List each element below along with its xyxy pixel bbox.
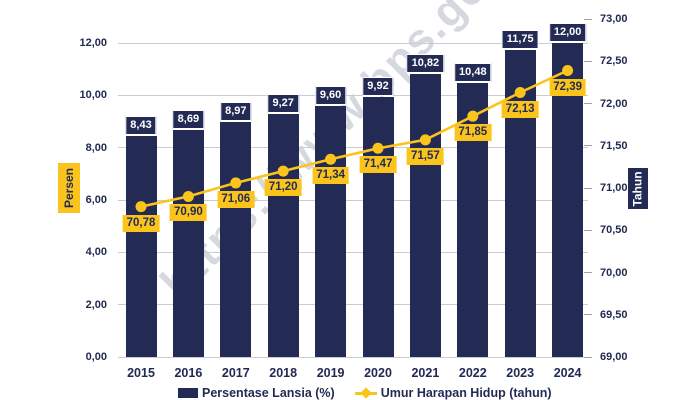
- right-axis-tick: [584, 229, 592, 231]
- gridline: [118, 42, 588, 44]
- line-value-label: 71,34: [312, 167, 349, 185]
- right-axis-tick: [584, 187, 592, 189]
- gridline: [118, 304, 588, 306]
- bar-value-label: 8,69: [172, 109, 205, 129]
- line-value-label: 71,85: [454, 124, 492, 142]
- bar-value-label: 10,48: [454, 62, 492, 82]
- left-axis-tick-label: 12,00: [79, 37, 107, 49]
- legend-item-line-series: Umur Harapan Hidup (tahun): [354, 386, 552, 400]
- line-value-label: 70,78: [122, 214, 160, 232]
- legend-label-line-series: Umur Harapan Hidup (tahun): [380, 386, 552, 400]
- line-value-label: 72,39: [549, 78, 586, 96]
- bar: [504, 49, 536, 357]
- right-axis-tick-label: 70,00: [600, 266, 628, 279]
- right-axis-tick-label: 73,00: [600, 13, 628, 25]
- bar: [315, 105, 347, 357]
- right-axis-tick: [584, 314, 592, 316]
- x-axis-year-label: 2023: [506, 366, 535, 380]
- right-axis-tick-label: 70,50: [600, 224, 628, 237]
- bar-value-label: 12,00: [548, 23, 587, 42]
- bar-value-label: 8,43: [125, 116, 157, 136]
- x-axis-year-label: 2022: [458, 366, 487, 380]
- left-axis-tick-label: 6,00: [85, 194, 107, 206]
- gridline: [118, 251, 588, 253]
- right-axis-tick: [584, 60, 592, 62]
- x-axis-year-label: 2018: [269, 366, 298, 380]
- left-axis-tick-label: 8,00: [85, 141, 107, 154]
- right-axis-tick-label: 72,00: [600, 97, 628, 110]
- legend-label-bar-series: Persentase Lansia (%): [202, 386, 335, 400]
- right-axis-title-text: Tahun: [631, 170, 646, 207]
- line-value-label: 70,90: [170, 204, 207, 222]
- line-value-label: 71,20: [264, 179, 302, 197]
- x-axis-year-label: 2015: [127, 366, 155, 380]
- x-axis-year-label: 2019: [316, 366, 345, 380]
- bar: [267, 114, 299, 357]
- bar-value-label: 9,92: [362, 77, 394, 97]
- bar-value-label: 9,60: [314, 85, 347, 105]
- x-axis-year-label: 2021: [411, 366, 440, 380]
- left-axis-title-text: Persen: [62, 167, 76, 209]
- right-axis-tick: [584, 103, 592, 104]
- legend: Persentase Lansia (%) Umur Harapan Hidup…: [178, 386, 552, 400]
- line-value-label: 71,47: [359, 156, 397, 174]
- left-axis-tick-label: 0,00: [85, 351, 107, 363]
- bar: [172, 129, 204, 357]
- right-axis-tick-label: 72,50: [600, 55, 628, 68]
- right-axis-tick-label: 71,00: [600, 182, 628, 194]
- right-axis-title: Tahun: [628, 168, 648, 209]
- left-axis-tick-label: 4,00: [85, 246, 107, 259]
- x-axis-year-label: 2016: [174, 366, 203, 380]
- left-axis-title: Persen: [58, 163, 80, 213]
- line-value-label: 71,06: [217, 190, 255, 208]
- left-axis-tick-label: 2,00: [85, 298, 107, 311]
- x-axis-year-label: 2020: [364, 366, 392, 380]
- right-axis-tick-label: 71,50: [600, 139, 628, 152]
- bar-value-label: 11,75: [501, 29, 539, 49]
- right-axis-tick: [584, 18, 592, 20]
- right-axis-tick: [584, 356, 592, 358]
- bar: [125, 136, 157, 357]
- left-axis-tick-label: 10,00: [79, 89, 107, 102]
- bar: [220, 122, 252, 357]
- legend-item-bar-series: Persentase Lansia (%): [178, 386, 335, 400]
- gridline: [118, 356, 588, 358]
- x-axis-year-label: 2017: [221, 366, 250, 380]
- bar-value-label: 8,97: [220, 102, 252, 122]
- bar-series-swatch-icon: [178, 388, 198, 398]
- right-axis-tick-label: 69,50: [600, 308, 628, 321]
- right-axis-tick: [584, 145, 592, 147]
- right-axis-tick: [584, 272, 592, 273]
- bar: [409, 73, 441, 357]
- right-axis-tick-label: 69,00: [600, 351, 628, 363]
- bar-value-label: 9,27: [267, 94, 299, 114]
- line-value-label: 71,57: [407, 147, 444, 165]
- line-series-marker-icon: [354, 387, 377, 399]
- x-axis-year-label: 2024: [553, 366, 582, 380]
- bar: [362, 97, 394, 357]
- bar-value-label: 10,82: [406, 53, 445, 73]
- line-value-label: 72,13: [501, 100, 539, 118]
